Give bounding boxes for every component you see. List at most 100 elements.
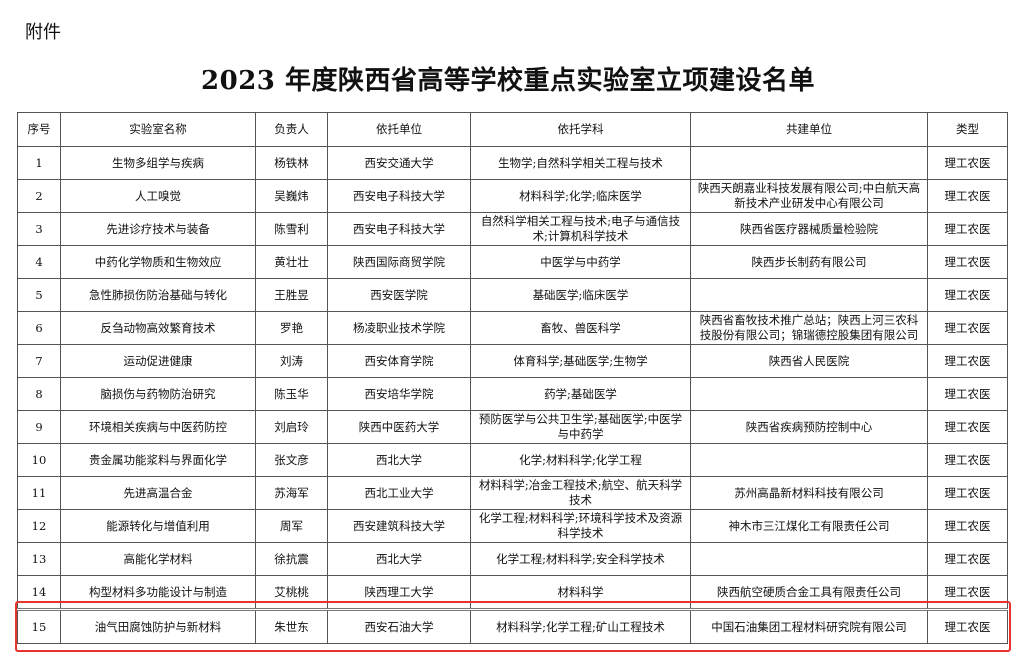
cell-col-type: 理工农医	[927, 245, 1008, 279]
cell-col-lab-name: 高能化学材料	[60, 542, 256, 576]
cell-col-type: 理工农医	[927, 608, 1008, 644]
cell-col-partner: 陕西航空硬质合金工具有限责任公司	[690, 575, 928, 610]
table-header-row: 序号 实验室名称 负责人 依托单位 依托学科 共建单位 类型	[17, 112, 1008, 147]
table-row: 14 构型材料多功能设计与制造 艾桃桃 陕西理工大学 材料科学 陕西航空硬质合金工具有限责…	[17, 575, 1008, 610]
cell-col-host-unit: 西北大学	[327, 443, 471, 477]
table-row: 11 先进高温合金 苏海军 西北工业大学 材料科学;冶金工程技术;航空、航天科学技术 苏州…	[17, 476, 1008, 510]
cell-col-index: 8	[17, 377, 61, 411]
cell-col-discipline: 化学工程;材料科学;安全科学技术	[470, 542, 691, 576]
cell-col-discipline: 体育科学;基础医学;生物学	[470, 344, 691, 378]
cell-col-partner	[690, 443, 928, 477]
cell-col-host-unit: 西北工业大学	[327, 476, 471, 510]
header-col-partner: 共建单位	[690, 112, 928, 147]
table-row: 12 能源转化与增值利用 周军 西安建筑科技大学 化学工程;材料科学;环境科学技术及资源…	[17, 509, 1008, 543]
cell-col-type: 理工农医	[927, 344, 1008, 378]
cell-col-leader: 杨铁林	[255, 146, 328, 180]
cell-col-leader: 刘涛	[255, 344, 328, 378]
cell-col-type: 理工农医	[927, 542, 1008, 576]
table-row: 7 运动促进健康 刘涛 西安体育学院 体育科学;基础医学;生物学 陕西省人民医院 理工农医	[17, 344, 1008, 378]
cell-col-lab-name: 油气田腐蚀防护与新材料	[60, 608, 256, 644]
cell-col-lab-name: 先进诊疗技术与装备	[60, 212, 256, 246]
header-col-discipline: 依托学科	[470, 112, 691, 147]
document-title: 2023 年度陕西省高等学校重点实验室立项建设名单	[201, 66, 815, 96]
cell-col-host-unit: 西安交通大学	[327, 146, 471, 180]
cell-col-lab-name: 贵金属功能浆料与界面化学	[60, 443, 256, 477]
cell-col-partner: 陕西省医疗器械质量检验院	[690, 212, 928, 246]
cell-col-host-unit: 西安医学院	[327, 278, 471, 312]
table-row: 8 脑损伤与药物防治研究 陈玉华 西安培华学院 药学;基础医学 理工农医	[17, 377, 1008, 411]
cell-col-discipline: 自然科学相关工程与技术;电子与通信技术;计算机科学技术	[470, 212, 691, 246]
cell-col-partner: 陕西天朗嘉业科技发展有限公司;中白航天高新技术产业研发中心有限公司	[690, 179, 928, 213]
header-col-leader: 负责人	[255, 112, 328, 147]
lab-list-table: 序号 实验室名称 负责人 依托单位 依托学科 共建单位 类型 1 生物多组学与疾病 杨铁林 西安交…	[17, 112, 1008, 644]
cell-col-leader: 刘启玲	[255, 410, 328, 444]
cell-col-lab-name: 中药化学物质和生物效应	[60, 245, 256, 279]
cell-col-index: 3	[17, 212, 61, 246]
cell-col-host-unit: 杨凌职业技术学院	[327, 311, 471, 345]
cell-col-leader: 王胜昱	[255, 278, 328, 312]
cell-col-index: 1	[17, 146, 61, 180]
cell-col-discipline: 材料科学	[470, 575, 691, 610]
header-col-index: 序号	[17, 112, 61, 147]
cell-col-partner	[690, 377, 928, 411]
table-row: 10 贵金属功能浆料与界面化学 张文彦 西北大学 化学;材料科学;化学工程 理工农医	[17, 443, 1008, 477]
header-col-host-unit: 依托单位	[327, 112, 471, 147]
cell-col-type: 理工农医	[927, 179, 1008, 213]
table-row: 15 油气田腐蚀防护与新材料 朱世东 西安石油大学 材料科学;化学工程;矿山工程技术 中国…	[17, 608, 1008, 644]
cell-col-host-unit: 西安体育学院	[327, 344, 471, 378]
cell-col-index: 7	[17, 344, 61, 378]
cell-col-partner	[690, 278, 928, 312]
table-row: 9 环境相关疾病与中医药防控 刘启玲 陕西中医药大学 预防医学与公共卫生学;基础医学;中…	[17, 410, 1008, 444]
table-row: 1 生物多组学与疾病 杨铁林 西安交通大学 生物学;自然科学相关工程与技术 理工农医	[17, 146, 1008, 180]
cell-col-lab-name: 运动促进健康	[60, 344, 256, 378]
cell-col-host-unit: 陕西国际商贸学院	[327, 245, 471, 279]
table-row: 4 中药化学物质和生物效应 黄壮壮 陕西国际商贸学院 中医学与中药学 陕西步长制药有限公司…	[17, 245, 1008, 279]
cell-col-leader: 张文彦	[255, 443, 328, 477]
cell-col-host-unit: 西安建筑科技大学	[327, 509, 471, 543]
cell-col-partner: 陕西省人民医院	[690, 344, 928, 378]
cell-col-discipline: 化学工程;材料科学;环境科学技术及资源科学技术	[470, 509, 691, 543]
cell-col-lab-name: 构型材料多功能设计与制造	[60, 575, 256, 610]
cell-col-type: 理工农医	[927, 575, 1008, 610]
table-row: 6 反刍动物高效繁育技术 罗艳 杨凌职业技术学院 畜牧、兽医科学 陕西省畜牧技术推广总站；…	[17, 311, 1008, 345]
cell-col-host-unit: 陕西中医药大学	[327, 410, 471, 444]
cell-col-index: 5	[17, 278, 61, 312]
cell-col-leader: 罗艳	[255, 311, 328, 345]
attachment-label: 附件	[25, 22, 61, 43]
cell-col-partner: 中国石油集团工程材料研究院有限公司	[690, 608, 928, 644]
cell-col-type: 理工农医	[927, 278, 1008, 312]
cell-col-index: 2	[17, 179, 61, 213]
cell-col-discipline: 药学;基础医学	[470, 377, 691, 411]
header-col-type: 类型	[927, 112, 1008, 147]
cell-col-host-unit: 西安培华学院	[327, 377, 471, 411]
cell-col-lab-name: 人工嗅觉	[60, 179, 256, 213]
cell-col-index: 4	[17, 245, 61, 279]
cell-col-partner	[690, 542, 928, 576]
cell-col-discipline: 化学;材料科学;化学工程	[470, 443, 691, 477]
cell-col-index: 12	[17, 509, 61, 543]
cell-col-discipline: 生物学;自然科学相关工程与技术	[470, 146, 691, 180]
cell-col-lab-name: 能源转化与增值利用	[60, 509, 256, 543]
cell-col-leader: 黄壮壮	[255, 245, 328, 279]
cell-col-discipline: 中医学与中药学	[470, 245, 691, 279]
cell-col-discipline: 基础医学;临床医学	[470, 278, 691, 312]
cell-col-index: 9	[17, 410, 61, 444]
cell-col-partner: 陕西省疾病预防控制中心	[690, 410, 928, 444]
table-row: 13 高能化学材料 徐抗震 西北大学 化学工程;材料科学;安全科学技术 理工农医	[17, 542, 1008, 576]
cell-col-index: 6	[17, 311, 61, 345]
cell-col-index: 14	[17, 575, 61, 610]
cell-col-lab-name: 先进高温合金	[60, 476, 256, 510]
cell-col-leader: 陈雪利	[255, 212, 328, 246]
cell-col-leader: 朱世东	[255, 608, 328, 644]
cell-col-partner: 陕西步长制药有限公司	[690, 245, 928, 279]
cell-col-leader: 艾桃桃	[255, 575, 328, 610]
cell-col-host-unit: 西北大学	[327, 542, 471, 576]
cell-col-type: 理工农医	[927, 509, 1008, 543]
cell-col-leader: 陈玉华	[255, 377, 328, 411]
cell-col-type: 理工农医	[927, 212, 1008, 246]
cell-col-lab-name: 生物多组学与疾病	[60, 146, 256, 180]
cell-col-partner: 苏州高晶新材料科技有限公司	[690, 476, 928, 510]
cell-col-host-unit: 西安电子科技大学	[327, 179, 471, 213]
cell-col-lab-name: 脑损伤与药物防治研究	[60, 377, 256, 411]
cell-col-type: 理工农医	[927, 443, 1008, 477]
